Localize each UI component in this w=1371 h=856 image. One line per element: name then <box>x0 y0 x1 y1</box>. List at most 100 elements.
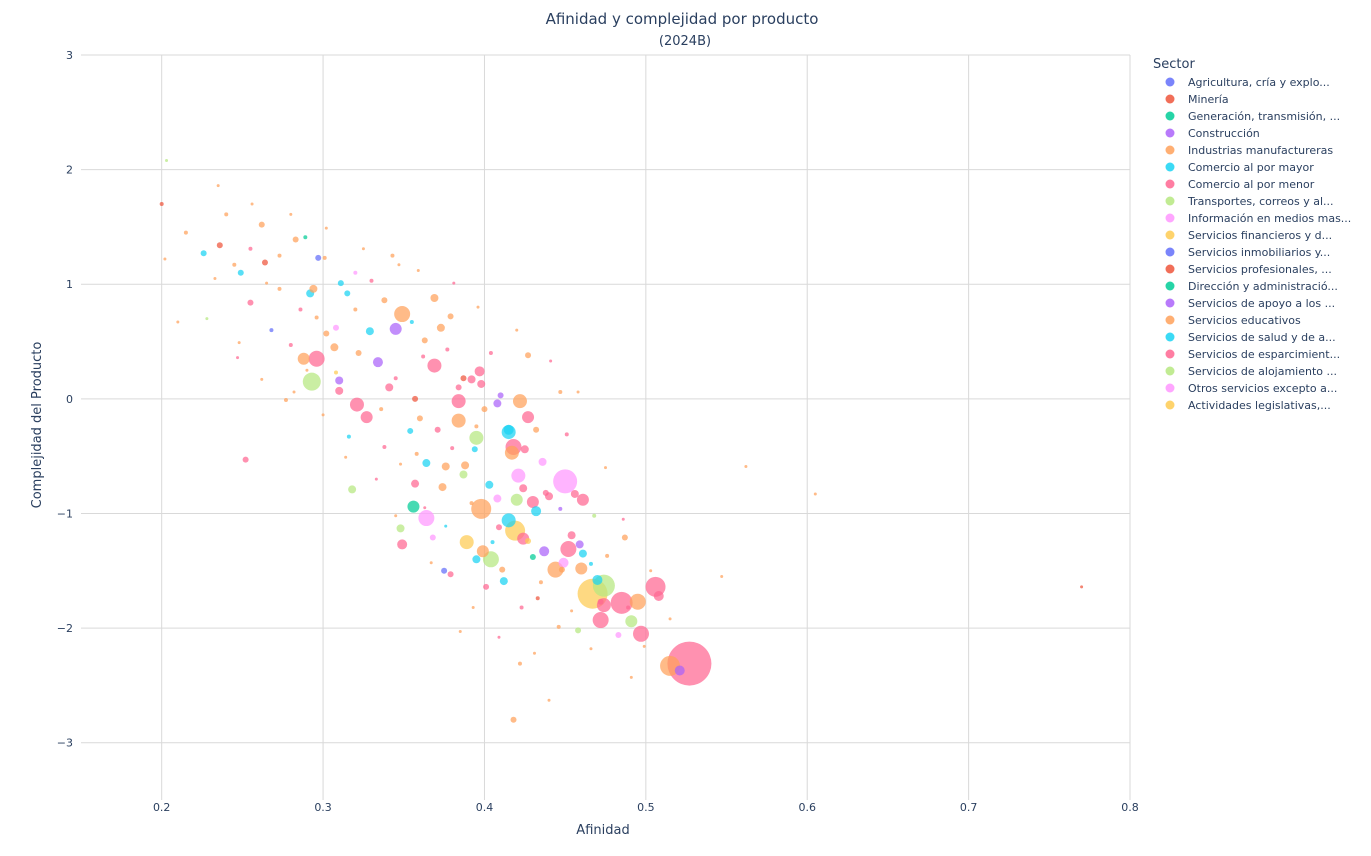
data-point[interactable] <box>467 375 476 384</box>
data-point[interactable] <box>474 424 479 429</box>
legend-item[interactable]: Servicios educativos <box>1165 314 1302 327</box>
data-point[interactable] <box>471 446 478 453</box>
data-point[interactable] <box>567 531 576 540</box>
data-point[interactable] <box>421 354 426 359</box>
data-point[interactable] <box>626 605 631 610</box>
data-point[interactable] <box>407 427 414 434</box>
data-point[interactable] <box>441 462 450 471</box>
legend-item[interactable]: Servicios de salud y de a... <box>1165 331 1336 344</box>
data-point[interactable] <box>292 390 296 394</box>
legend-item[interactable]: Servicios inmobiliarios y... <box>1165 246 1331 259</box>
data-point[interactable] <box>605 553 610 558</box>
data-point[interactable] <box>414 451 419 456</box>
data-point[interactable] <box>481 406 488 413</box>
data-point[interactable] <box>438 483 447 492</box>
data-point[interactable] <box>216 184 220 188</box>
data-point[interactable] <box>461 461 470 470</box>
legend-item[interactable]: Comercio al por mayor <box>1165 161 1315 174</box>
data-point[interactable] <box>224 212 229 217</box>
data-point[interactable] <box>348 485 357 494</box>
data-point[interactable] <box>512 394 527 409</box>
data-point[interactable] <box>323 330 330 337</box>
data-point[interactable] <box>629 593 646 610</box>
data-point[interactable] <box>409 320 414 325</box>
data-point[interactable] <box>333 370 338 375</box>
data-point[interactable] <box>497 392 504 399</box>
data-point[interactable] <box>459 535 474 550</box>
data-point[interactable] <box>472 555 481 564</box>
data-point[interactable] <box>499 577 508 586</box>
data-point[interactable] <box>163 257 167 261</box>
data-point[interactable] <box>277 286 282 291</box>
data-point[interactable] <box>633 625 650 642</box>
data-point[interactable] <box>369 278 374 283</box>
data-point[interactable] <box>503 424 514 435</box>
data-point[interactable] <box>429 561 433 565</box>
data-point[interactable] <box>258 221 265 228</box>
data-point[interactable] <box>236 356 240 360</box>
data-point[interactable] <box>488 351 493 355</box>
data-point[interactable] <box>547 698 551 702</box>
data-point[interactable] <box>621 517 625 521</box>
data-point[interactable] <box>558 389 563 394</box>
data-point[interactable] <box>298 307 303 312</box>
data-point[interactable] <box>309 284 318 293</box>
data-point[interactable] <box>532 651 536 655</box>
data-point[interactable] <box>407 500 420 513</box>
data-point[interactable] <box>289 212 293 216</box>
legend-item[interactable]: Construcción <box>1165 127 1260 140</box>
data-point[interactable] <box>490 540 495 545</box>
data-point[interactable] <box>533 426 540 433</box>
data-point[interactable] <box>159 202 164 206</box>
data-point[interactable] <box>553 469 578 494</box>
data-point[interactable] <box>303 235 308 240</box>
data-point[interactable] <box>451 413 466 428</box>
data-point[interactable] <box>337 280 344 287</box>
data-point[interactable] <box>247 299 254 306</box>
data-point[interactable] <box>549 359 553 363</box>
data-point[interactable] <box>510 716 517 723</box>
data-point[interactable] <box>495 524 502 531</box>
data-point[interactable] <box>332 324 339 331</box>
data-point[interactable] <box>355 350 362 356</box>
data-point[interactable] <box>216 242 223 249</box>
data-point[interactable] <box>165 158 169 162</box>
data-point[interactable] <box>365 327 374 336</box>
data-point[interactable] <box>344 455 348 459</box>
data-point[interactable] <box>520 445 529 454</box>
data-point[interactable] <box>522 411 535 424</box>
data-point[interactable] <box>629 675 633 679</box>
data-point[interactable] <box>277 253 282 258</box>
data-point[interactable] <box>510 493 523 506</box>
data-point[interactable] <box>353 270 358 275</box>
data-point[interactable] <box>674 665 685 676</box>
data-point[interactable] <box>483 583 490 590</box>
data-point[interactable] <box>535 596 540 601</box>
data-point[interactable] <box>183 230 188 235</box>
data-point[interactable] <box>525 352 532 359</box>
legend-item[interactable]: Agricultura, cría y explo... <box>1165 76 1330 89</box>
data-point[interactable] <box>411 479 420 488</box>
data-point[interactable] <box>497 635 501 639</box>
data-point[interactable] <box>450 446 455 451</box>
data-point[interactable] <box>260 377 264 381</box>
data-point[interactable] <box>360 411 373 424</box>
data-point[interactable] <box>474 366 485 377</box>
data-point[interactable] <box>576 493 589 506</box>
data-point[interactable] <box>361 247 365 251</box>
data-point[interactable] <box>389 322 402 335</box>
data-point[interactable] <box>610 591 633 614</box>
data-point[interactable] <box>570 489 579 498</box>
data-point[interactable] <box>592 612 609 629</box>
data-point[interactable] <box>744 464 748 468</box>
data-point[interactable] <box>436 323 445 332</box>
data-point[interactable] <box>526 496 539 508</box>
data-point[interactable] <box>394 306 411 323</box>
data-point[interactable] <box>588 561 593 566</box>
data-point[interactable] <box>493 494 502 503</box>
data-point[interactable] <box>531 506 542 517</box>
data-point[interactable] <box>305 368 309 372</box>
data-point[interactable] <box>441 567 448 574</box>
data-point[interactable] <box>205 317 209 321</box>
data-point[interactable] <box>542 489 549 496</box>
